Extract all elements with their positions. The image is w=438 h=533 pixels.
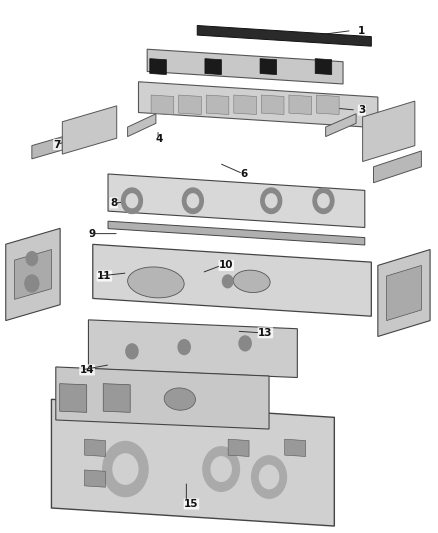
Circle shape — [259, 465, 279, 489]
Polygon shape — [147, 49, 343, 84]
Polygon shape — [387, 265, 421, 320]
Polygon shape — [103, 384, 130, 413]
Text: 12: 12 — [19, 266, 33, 276]
Ellipse shape — [164, 388, 195, 410]
Circle shape — [103, 441, 148, 497]
Text: 8: 8 — [110, 198, 117, 208]
Circle shape — [26, 252, 38, 265]
Text: 3: 3 — [358, 105, 366, 115]
Circle shape — [126, 194, 138, 208]
Circle shape — [183, 188, 203, 214]
Ellipse shape — [233, 270, 270, 293]
Polygon shape — [85, 470, 106, 487]
Circle shape — [223, 275, 233, 288]
Circle shape — [211, 457, 231, 481]
Text: 15: 15 — [184, 499, 199, 509]
Polygon shape — [138, 82, 378, 128]
Polygon shape — [151, 95, 174, 115]
Polygon shape — [60, 384, 87, 413]
Polygon shape — [206, 95, 229, 115]
Polygon shape — [378, 249, 430, 336]
Circle shape — [25, 275, 39, 292]
Text: 6: 6 — [241, 169, 248, 179]
Text: 4: 4 — [156, 134, 163, 144]
Text: 11: 11 — [97, 271, 112, 281]
Polygon shape — [88, 320, 297, 377]
Polygon shape — [6, 228, 60, 320]
Circle shape — [187, 194, 198, 208]
Text: 7: 7 — [53, 140, 61, 150]
Circle shape — [252, 456, 286, 498]
Text: 10: 10 — [219, 261, 233, 270]
Text: 14: 14 — [80, 365, 94, 375]
Text: 9: 9 — [88, 229, 95, 239]
Text: 1: 1 — [358, 26, 366, 36]
Polygon shape — [51, 399, 334, 526]
Polygon shape — [32, 132, 78, 159]
Polygon shape — [289, 95, 311, 115]
Polygon shape — [325, 114, 356, 136]
Polygon shape — [285, 439, 306, 456]
Circle shape — [178, 340, 190, 354]
Polygon shape — [374, 151, 421, 183]
Polygon shape — [315, 59, 332, 75]
Polygon shape — [14, 249, 51, 300]
Circle shape — [113, 454, 138, 484]
Text: 5: 5 — [88, 116, 95, 126]
Circle shape — [203, 447, 240, 491]
Circle shape — [239, 336, 251, 351]
Ellipse shape — [127, 267, 184, 298]
Polygon shape — [85, 439, 106, 456]
Polygon shape — [260, 59, 276, 75]
Polygon shape — [150, 59, 166, 75]
Circle shape — [126, 344, 138, 359]
Circle shape — [261, 188, 282, 214]
Polygon shape — [197, 26, 371, 46]
Circle shape — [318, 194, 329, 208]
Polygon shape — [261, 95, 284, 115]
Polygon shape — [363, 101, 415, 161]
Circle shape — [121, 188, 142, 214]
Polygon shape — [108, 174, 365, 228]
Circle shape — [313, 188, 334, 214]
Polygon shape — [56, 367, 269, 429]
Polygon shape — [62, 106, 117, 154]
Polygon shape — [228, 439, 249, 456]
Polygon shape — [317, 95, 339, 115]
Polygon shape — [179, 95, 201, 115]
Polygon shape — [108, 221, 365, 245]
Circle shape — [265, 194, 277, 208]
Polygon shape — [127, 114, 156, 136]
Polygon shape — [93, 244, 371, 316]
Text: 13: 13 — [258, 328, 273, 338]
Polygon shape — [234, 95, 256, 115]
Polygon shape — [205, 59, 222, 75]
Text: 2: 2 — [162, 63, 170, 72]
